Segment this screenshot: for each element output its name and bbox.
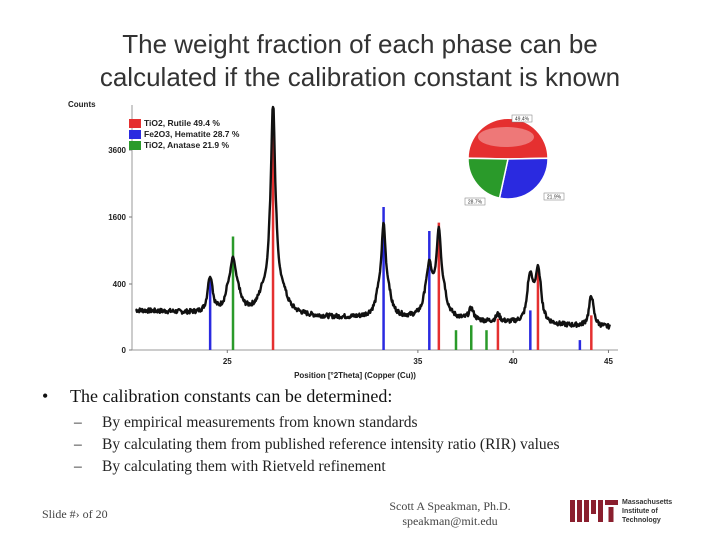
pattern-line: [135, 105, 611, 330]
x-tick-label: 35: [413, 357, 422, 366]
x-axis-label: Position [°2Theta] (Copper (Cu)): [294, 371, 416, 380]
bullet-dot: •: [42, 386, 49, 406]
chart-legend: TiO2, Rutile 49.4 %Fe2O3, Hematite 28.7 …: [129, 118, 240, 150]
pie-highlight: [478, 127, 534, 147]
legend-label: TiO2, Rutile 49.4 %: [144, 118, 220, 128]
author-block: Scott A Speakman, Ph.D. speakman@mit.edu: [360, 499, 540, 529]
author-name: Scott A Speakman, Ph.D.: [389, 499, 511, 513]
mit-logo-text: Massachusetts Institute of Technology: [622, 498, 672, 525]
slide-number: Slide #› of 20: [42, 507, 108, 521]
pie-label-box: [543, 192, 565, 201]
logo-line-1: Massachusetts: [622, 499, 673, 506]
y-tick-label: 0: [122, 346, 127, 355]
pie-label: 21.9%: [547, 195, 562, 201]
mit-logo: Massachusetts Institute of Technology: [570, 498, 682, 526]
y-tick-label: 1600: [108, 213, 126, 222]
sub-bullet-text: By calculating them from published refer…: [102, 436, 560, 453]
legend-swatch: [129, 130, 141, 139]
pie-label: 28.7%: [468, 200, 483, 206]
x-tick-label: 40: [509, 357, 518, 366]
pie-label-box: [511, 114, 533, 123]
xrd-chart: Counts 0 400 1600 3600 25 35 40 45 Position [°2Th…: [68, 100, 618, 380]
pie-label-box: [464, 197, 486, 206]
y-tick-label: 3600: [108, 146, 126, 155]
reference-lines: [208, 119, 593, 350]
sub-bullet-text: By empirical measurements from known sta…: [102, 414, 418, 431]
pie-slice-rutile: [467, 117, 549, 160]
sub-bullet-dash: –: [74, 436, 82, 453]
legend-label: Fe2O3, Hematite 28.7 %: [144, 129, 240, 139]
sub-bullet-dash: –: [74, 458, 82, 475]
main-bullet-text: The calibration constants can be determi…: [70, 386, 393, 406]
title-line-1: The weight fraction of each phase can be: [122, 29, 598, 59]
logo-line-2: Institute of: [622, 508, 658, 515]
legend-swatch: [129, 141, 141, 150]
y-tick-label: 400: [113, 280, 127, 289]
mit-logo-mark: [570, 500, 618, 522]
logo-line-3: Technology: [622, 517, 661, 524]
sub-bullet-text: By calculating them with Rietveld refine…: [102, 458, 386, 475]
y-axis-label: Counts: [68, 100, 96, 109]
diffraction-pattern: [135, 105, 611, 330]
x-tick-label: 25: [223, 357, 232, 366]
slide-title: The weight fraction of each phase can be…: [40, 28, 680, 94]
legend-swatch: [129, 119, 141, 128]
x-tick-label: 45: [604, 357, 613, 366]
author-email: speakman@mit.edu: [402, 514, 498, 528]
pie-slice-hematite: [498, 157, 549, 200]
pie-label: 49.4%: [515, 117, 530, 123]
pie-slice-anatase: [467, 157, 509, 199]
sub-bullet-dash: –: [74, 414, 82, 431]
phase-pie-chart: 49.4% 28.7% 21.9%: [464, 114, 565, 206]
legend-label: TiO2, Anatase 21.9 %: [144, 140, 229, 150]
title-line-2: calculated if the calibration constant i…: [99, 62, 621, 92]
